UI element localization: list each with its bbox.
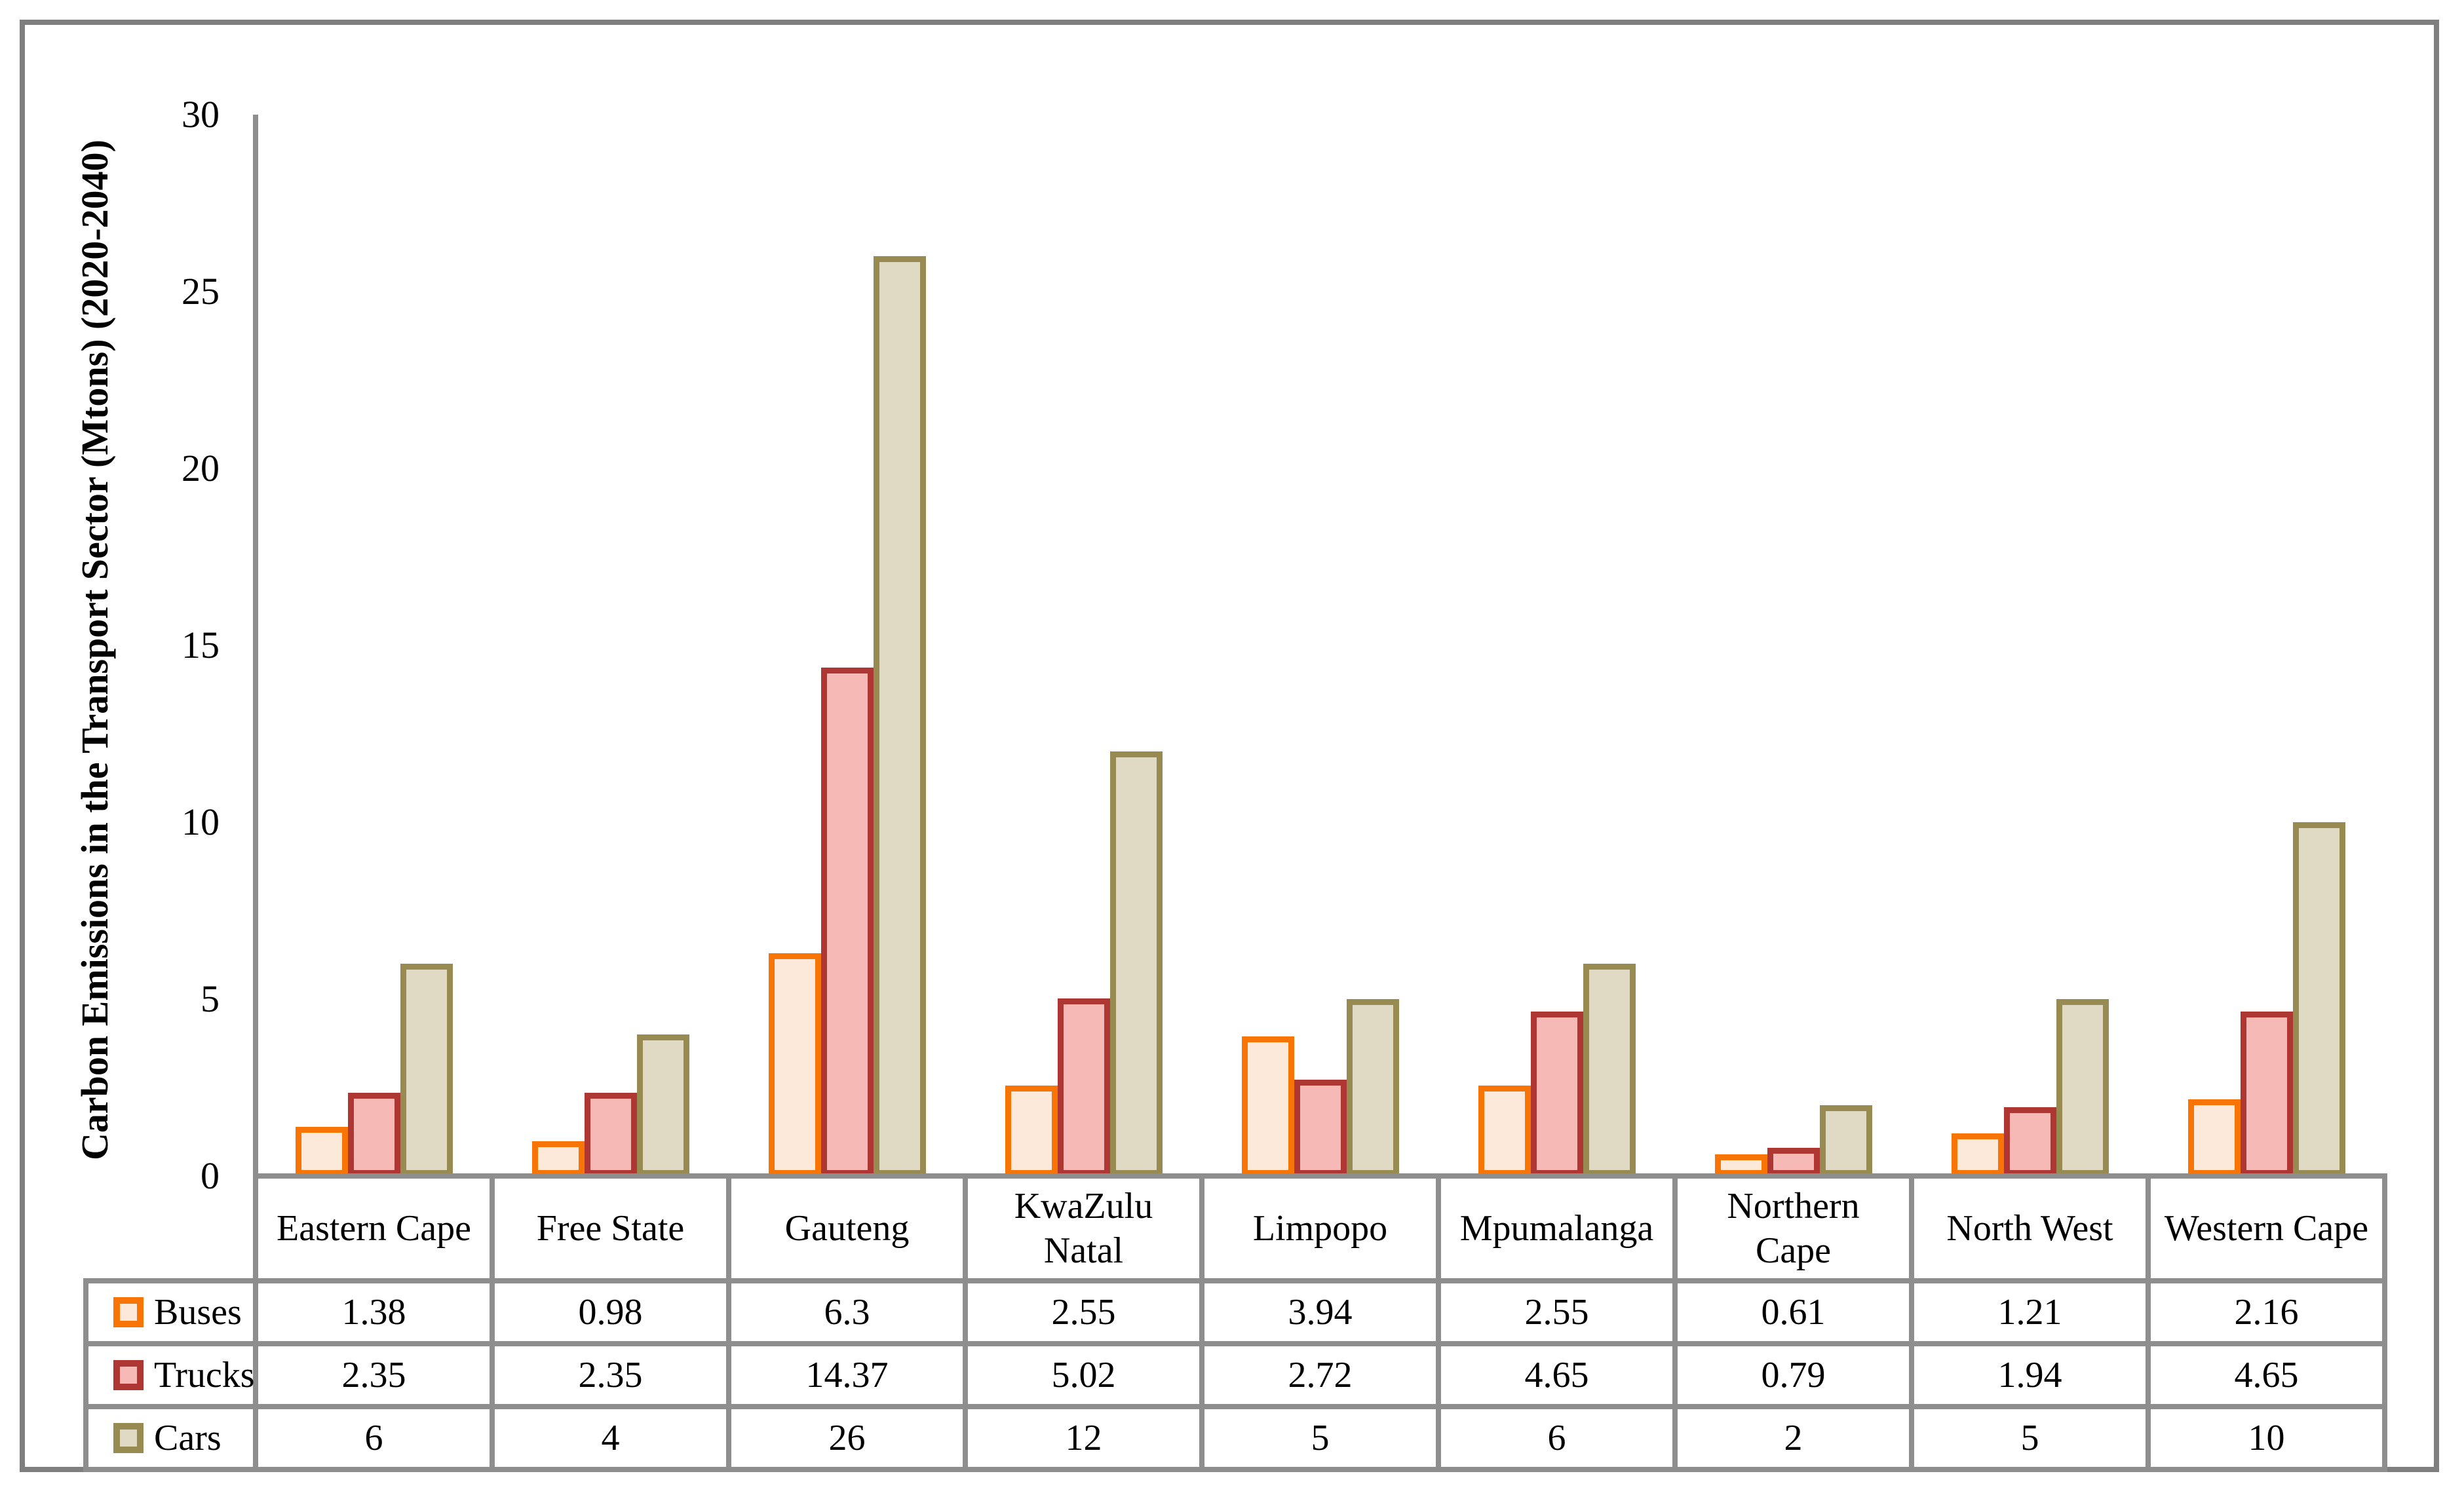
y-axis-line bbox=[253, 115, 258, 1472]
table-value-trucks-north-west: 1.94 bbox=[1997, 1354, 2062, 1395]
bar-trucks-northern-cape bbox=[1767, 1148, 1820, 1176]
legend-label-trucks: Trucks bbox=[154, 1355, 255, 1395]
bar-cars-kwazulu-natal bbox=[1109, 751, 1163, 1176]
table-value-trucks-northern-cape: 0.79 bbox=[1761, 1354, 1826, 1395]
table-value-cars-kwazulu-natal: 12 bbox=[1065, 1417, 1102, 1458]
table-value-trucks-kwazulu-natal: 5.02 bbox=[1051, 1354, 1116, 1395]
table-column-line-9 bbox=[2382, 1173, 2387, 1472]
table-value-buses-western-cape: 2.16 bbox=[2234, 1291, 2299, 1333]
category-header-kwazulu-natal: KwaZulu Natal bbox=[1014, 1185, 1153, 1271]
bar-buses-north-west bbox=[1951, 1133, 2004, 1176]
bar-trucks-kwazulu-natal bbox=[1057, 998, 1110, 1176]
category-header-free-state: Free State bbox=[536, 1207, 685, 1249]
table-value-trucks-mpumalanga: 4.65 bbox=[1524, 1354, 1589, 1395]
table-legend-left-line bbox=[83, 1278, 88, 1472]
bar-trucks-limpopo bbox=[1294, 1080, 1347, 1176]
table-bottom-line bbox=[83, 1467, 2387, 1472]
table-value-trucks-limpopo: 2.72 bbox=[1288, 1354, 1353, 1395]
category-header-north-west: North West bbox=[1946, 1207, 2113, 1249]
x-axis-baseline bbox=[253, 1173, 2387, 1179]
bar-buses-eastern-cape bbox=[295, 1127, 348, 1176]
legend-cell-trucks: Trucks bbox=[88, 1346, 255, 1404]
category-header-limpopo: Limpopo bbox=[1252, 1207, 1388, 1249]
table-column-line-4 bbox=[1199, 1173, 1204, 1472]
table-value-trucks-western-cape: 4.65 bbox=[2234, 1354, 2299, 1395]
table-column-line-1 bbox=[490, 1173, 495, 1472]
bar-cars-northern-cape bbox=[1819, 1105, 1872, 1176]
table-value-trucks-eastern-cape: 2.35 bbox=[341, 1354, 406, 1395]
table-column-line-7 bbox=[1909, 1173, 1914, 1472]
table-value-cars-mpumalanga: 6 bbox=[1547, 1417, 1566, 1458]
bar-buses-western-cape bbox=[2187, 1099, 2241, 1176]
table-value-buses-kwazulu-natal: 2.55 bbox=[1051, 1291, 1116, 1333]
y-tick-label-15: 15 bbox=[182, 624, 220, 666]
table-value-buses-north-west: 1.21 bbox=[1997, 1291, 2062, 1333]
bar-buses-kwazulu-natal bbox=[1005, 1086, 1058, 1176]
bar-trucks-eastern-cape bbox=[347, 1093, 400, 1176]
table-value-buses-free-state: 0.98 bbox=[578, 1291, 643, 1333]
table-value-buses-northern-cape: 0.61 bbox=[1761, 1291, 1826, 1333]
table-value-cars-north-west: 5 bbox=[2020, 1417, 2039, 1458]
bar-cars-eastern-cape bbox=[400, 964, 453, 1176]
bar-cars-limpopo bbox=[1346, 999, 1399, 1176]
category-header-mpumalanga: Mpumalanga bbox=[1459, 1207, 1654, 1249]
y-tick-label-20: 20 bbox=[182, 447, 220, 489]
bar-trucks-gauteng bbox=[820, 668, 874, 1176]
bar-trucks-free-state bbox=[584, 1093, 637, 1176]
legend-cell-cars: Cars bbox=[88, 1409, 253, 1467]
table-value-trucks-gauteng: 14.37 bbox=[805, 1354, 889, 1395]
table-value-cars-western-cape: 10 bbox=[2248, 1417, 2285, 1458]
category-header-eastern-cape: Eastern Cape bbox=[277, 1207, 471, 1249]
y-tick-label-10: 10 bbox=[182, 801, 220, 843]
table-row-line-2 bbox=[83, 1341, 2387, 1346]
bar-trucks-north-west bbox=[2003, 1107, 2056, 1176]
bar-cars-western-cape bbox=[2292, 822, 2345, 1176]
legend-cell-buses: Buses bbox=[88, 1283, 253, 1341]
table-value-buses-mpumalanga: 2.55 bbox=[1524, 1291, 1589, 1333]
legend-label-buses: Buses bbox=[154, 1292, 242, 1333]
y-tick-label-5: 5 bbox=[201, 977, 220, 1020]
bar-cars-gauteng bbox=[873, 256, 926, 1176]
table-value-cars-gauteng: 26 bbox=[828, 1417, 866, 1458]
bar-buses-limpopo bbox=[1241, 1036, 1294, 1176]
table-value-trucks-free-state: 2.35 bbox=[578, 1354, 643, 1395]
table-column-line-3 bbox=[963, 1173, 968, 1472]
legend-swatch-trucks-icon bbox=[113, 1360, 144, 1390]
table-value-buses-eastern-cape: 1.38 bbox=[341, 1291, 406, 1333]
bar-trucks-western-cape bbox=[2240, 1011, 2293, 1176]
category-header-northern-cape: Northern Cape bbox=[1727, 1185, 1860, 1271]
table-value-cars-limpopo: 5 bbox=[1311, 1417, 1330, 1458]
table-value-cars-eastern-cape: 6 bbox=[364, 1417, 383, 1458]
y-tick-label-30: 30 bbox=[182, 93, 220, 136]
table-column-line-2 bbox=[726, 1173, 731, 1472]
table-row-line-3 bbox=[83, 1404, 2387, 1409]
bar-buses-northern-cape bbox=[1714, 1154, 1767, 1176]
table-value-buses-limpopo: 3.94 bbox=[1288, 1291, 1353, 1333]
legend-swatch-cars-icon bbox=[113, 1423, 144, 1453]
y-tick-label-25: 25 bbox=[182, 270, 220, 313]
legend-swatch-buses-icon bbox=[113, 1297, 144, 1327]
table-value-cars-northern-cape: 2 bbox=[1784, 1417, 1803, 1458]
table-column-line-8 bbox=[2146, 1173, 2151, 1472]
table-row-line-1 bbox=[83, 1278, 2387, 1283]
y-tick-label-0: 0 bbox=[201, 1154, 220, 1197]
bar-cars-mpumalanga bbox=[1583, 964, 1636, 1176]
bar-trucks-mpumalanga bbox=[1530, 1011, 1583, 1176]
legend-label-cars: Cars bbox=[154, 1418, 221, 1458]
table-column-line-6 bbox=[1672, 1173, 1678, 1472]
table-value-cars-free-state: 4 bbox=[601, 1417, 620, 1458]
category-header-western-cape: Western Cape bbox=[2164, 1207, 2369, 1249]
table-value-buses-gauteng: 6.3 bbox=[824, 1291, 870, 1333]
bar-buses-free-state bbox=[531, 1141, 585, 1176]
bar-cars-free-state bbox=[636, 1034, 689, 1176]
category-header-gauteng: Gauteng bbox=[784, 1207, 910, 1249]
bar-buses-mpumalanga bbox=[1478, 1086, 1531, 1176]
table-column-line-5 bbox=[1436, 1173, 1441, 1472]
bar-cars-north-west bbox=[2056, 999, 2109, 1176]
bar-buses-gauteng bbox=[768, 953, 821, 1176]
